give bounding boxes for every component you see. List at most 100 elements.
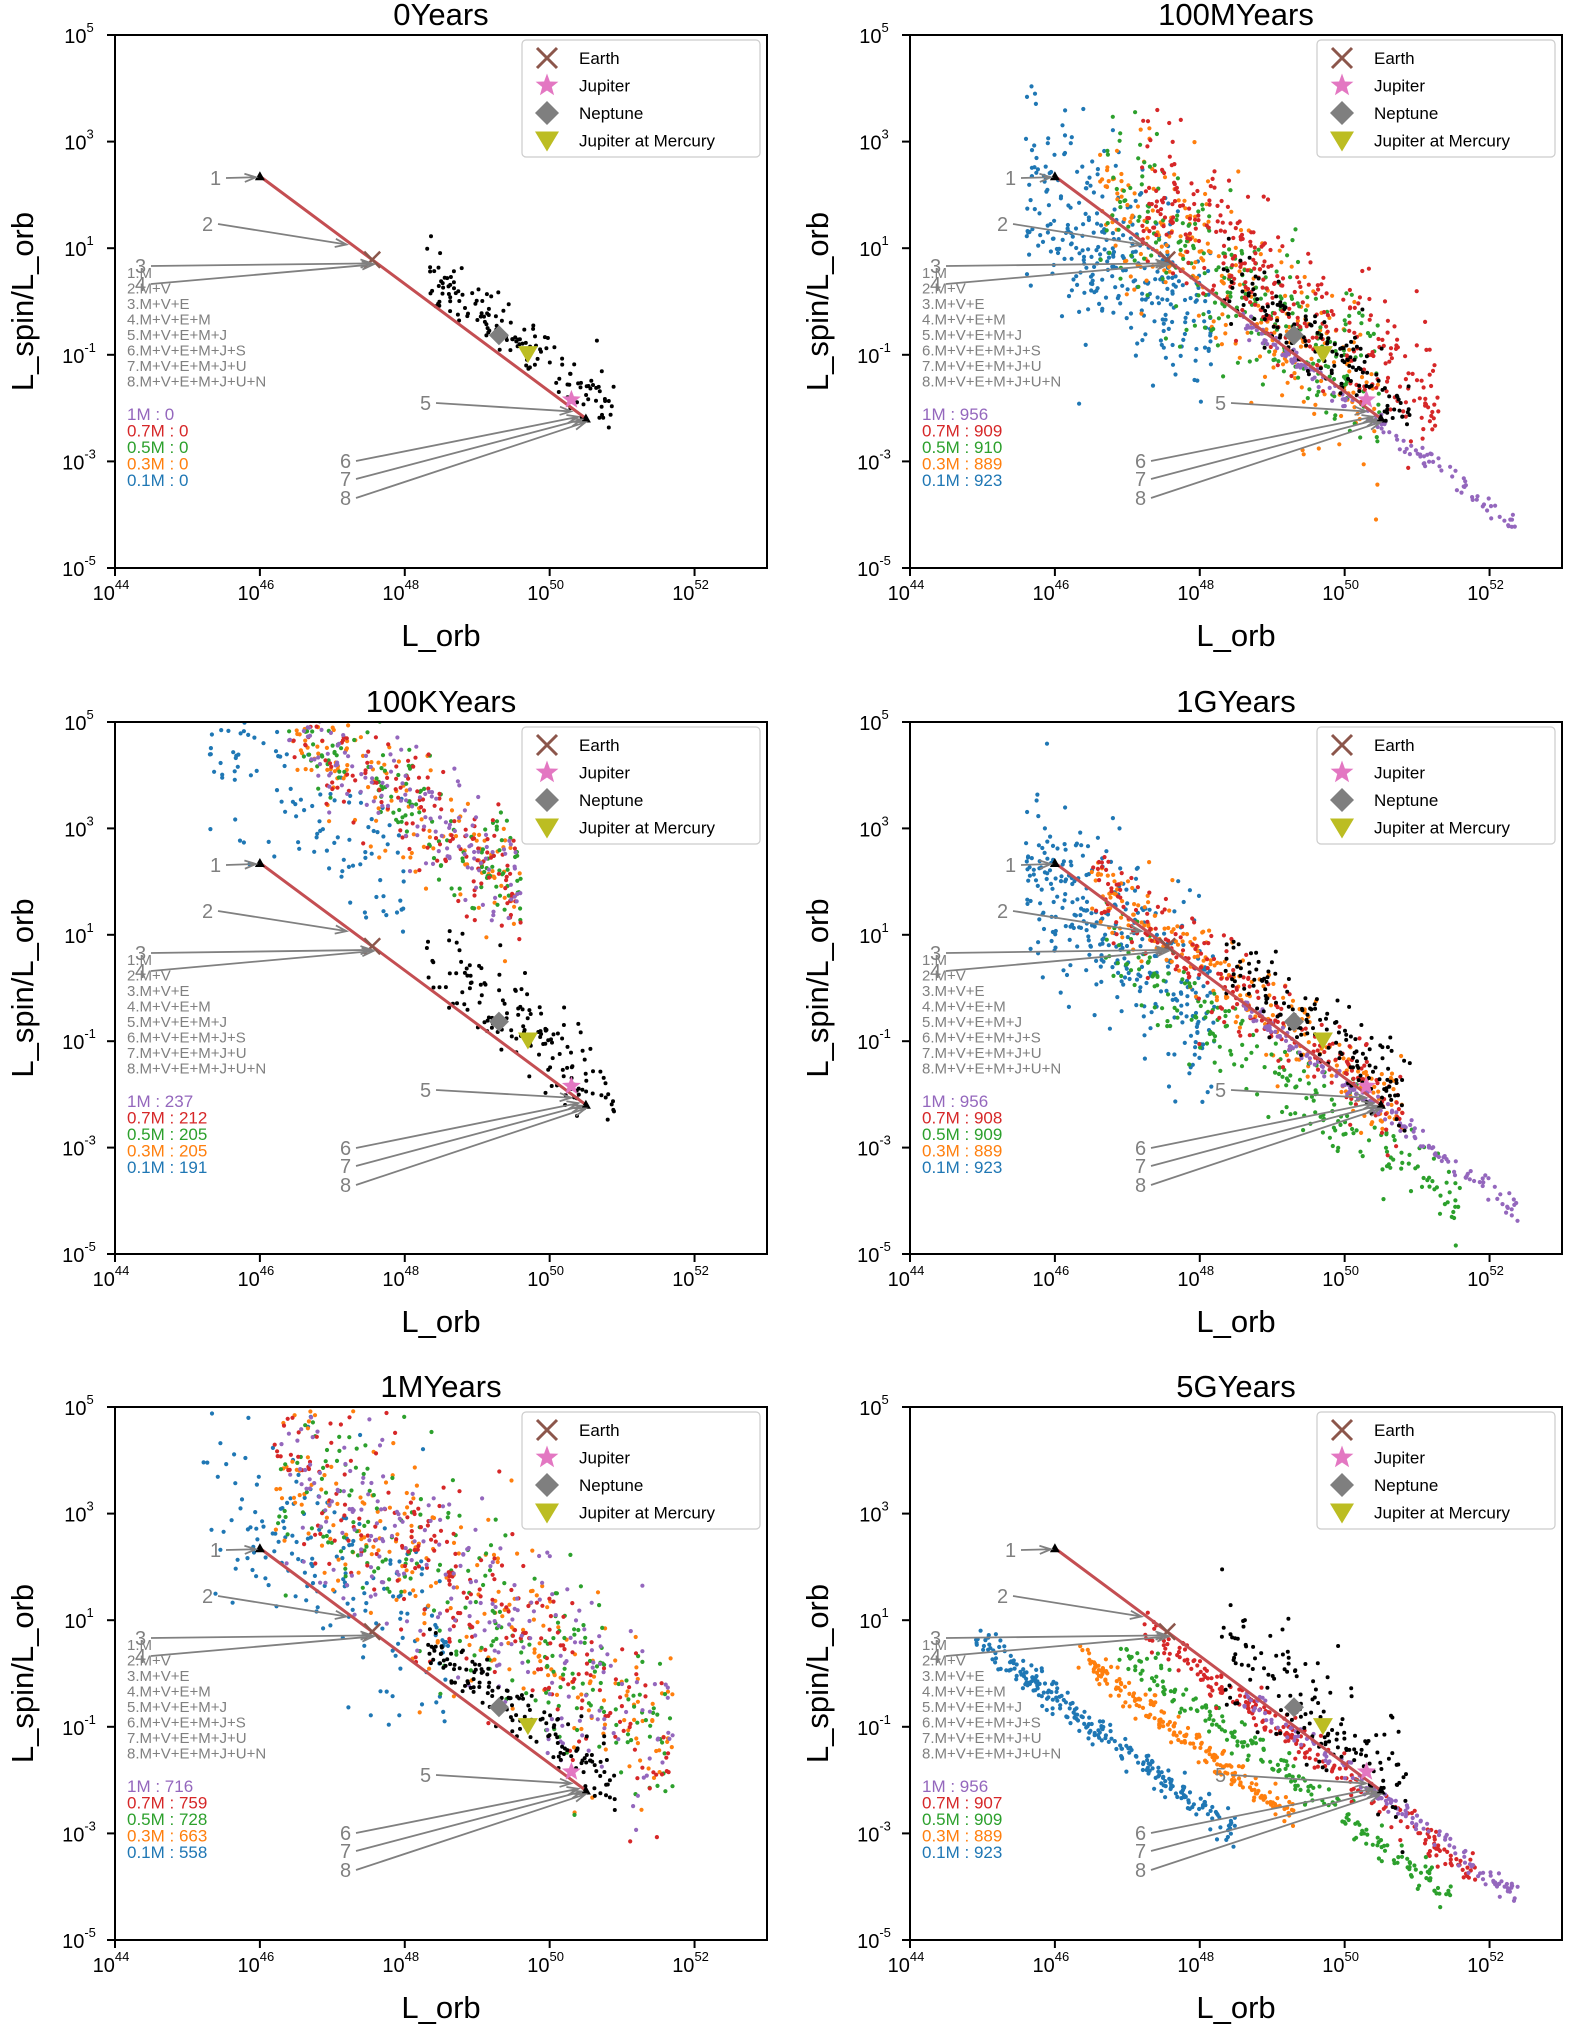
data-point	[401, 906, 406, 911]
data-point	[1183, 206, 1188, 211]
data-point	[1420, 1128, 1426, 1133]
data-point	[432, 803, 437, 808]
data-point	[1238, 258, 1243, 263]
x-tick-label: 1048	[1177, 577, 1214, 605]
jupiter-at-mercury-icon	[1330, 818, 1354, 839]
data-point	[479, 881, 484, 886]
data-point	[1163, 896, 1168, 902]
mass-label: 0.5M	[127, 438, 165, 457]
data-point	[294, 1539, 299, 1545]
data-point	[299, 708, 303, 712]
data-point	[1062, 842, 1067, 847]
data-point	[399, 1589, 404, 1594]
data-point	[1347, 363, 1352, 368]
data-point	[407, 787, 413, 792]
series-solar-system	[424, 929, 616, 1122]
data-point	[359, 772, 364, 777]
data-point	[1145, 259, 1150, 264]
data-point	[1253, 302, 1258, 307]
tick-exponent: -5	[84, 553, 96, 568]
data-point	[296, 1430, 301, 1435]
data-point	[1340, 1083, 1345, 1088]
data-point	[381, 894, 386, 899]
data-point	[363, 855, 368, 861]
data-point	[347, 1435, 352, 1440]
legend-label: Earth	[579, 49, 620, 68]
data-point	[1382, 1087, 1387, 1092]
data-point	[1166, 971, 1171, 976]
data-point	[456, 844, 461, 849]
data-point	[1098, 257, 1103, 262]
data-point	[1196, 218, 1201, 223]
data-point	[1281, 369, 1286, 374]
data-point	[1147, 860, 1152, 865]
data-point	[1174, 304, 1179, 309]
data-point	[1305, 369, 1310, 373]
data-point	[1229, 280, 1234, 284]
data-point	[1247, 970, 1252, 975]
data-point	[1223, 1009, 1228, 1014]
data-point	[1194, 346, 1199, 352]
data-point	[207, 1393, 211, 1397]
data-point	[1275, 318, 1280, 323]
data-point	[1261, 263, 1266, 268]
data-point	[342, 769, 347, 775]
data-point	[1278, 294, 1283, 299]
data-point	[307, 752, 312, 757]
data-point	[303, 767, 308, 772]
data-point	[1118, 887, 1123, 893]
data-point	[1153, 277, 1158, 282]
data-point	[326, 1540, 331, 1545]
data-point	[1073, 226, 1079, 231]
data-point	[1282, 1049, 1288, 1055]
data-point	[388, 1561, 393, 1566]
data-point	[646, 1766, 651, 1771]
data-point	[1369, 1122, 1374, 1127]
data-point	[419, 1702, 425, 1707]
data-point	[1201, 312, 1206, 317]
y-tick-label: 101	[64, 233, 93, 261]
data-point	[485, 850, 490, 855]
data-point	[1336, 1030, 1341, 1035]
data-point	[1102, 855, 1107, 860]
data-point	[1202, 345, 1208, 350]
data-point	[263, 1576, 268, 1581]
data-point	[1296, 362, 1301, 367]
data-point	[443, 1677, 448, 1682]
data-point	[463, 827, 468, 832]
data-point	[1356, 1065, 1361, 1070]
data-point	[1229, 936, 1234, 942]
data-point	[1265, 342, 1270, 347]
data-point	[1028, 283, 1033, 288]
data-point	[459, 266, 464, 271]
data-point	[1385, 1045, 1390, 1050]
data-point	[1255, 1006, 1260, 1011]
data-point	[1216, 265, 1221, 270]
data-point	[1210, 176, 1215, 181]
earth-icon	[1330, 733, 1354, 757]
data-point	[300, 714, 304, 718]
data-point	[1453, 1198, 1458, 1203]
data-point	[1305, 303, 1310, 308]
data-point	[1382, 299, 1388, 304]
data-point	[594, 1664, 600, 1669]
data-point	[1272, 330, 1277, 335]
data-point	[1254, 967, 1259, 972]
data-point	[1263, 987, 1268, 992]
data-point	[1035, 167, 1040, 172]
data-point	[468, 1668, 473, 1673]
data-point	[1514, 1200, 1519, 1206]
data-point	[353, 778, 358, 783]
data-point	[317, 819, 322, 824]
data-point	[502, 895, 507, 900]
data-point	[1040, 975, 1045, 980]
data-point	[1180, 939, 1185, 944]
data-point	[594, 398, 598, 403]
data-point	[339, 783, 344, 788]
jupiter-icon	[1330, 73, 1354, 96]
data-point	[1229, 209, 1234, 214]
data-point	[407, 1591, 412, 1596]
data-point	[324, 1515, 329, 1520]
reference-track-line	[1053, 175, 1382, 420]
data-point	[1149, 301, 1155, 306]
